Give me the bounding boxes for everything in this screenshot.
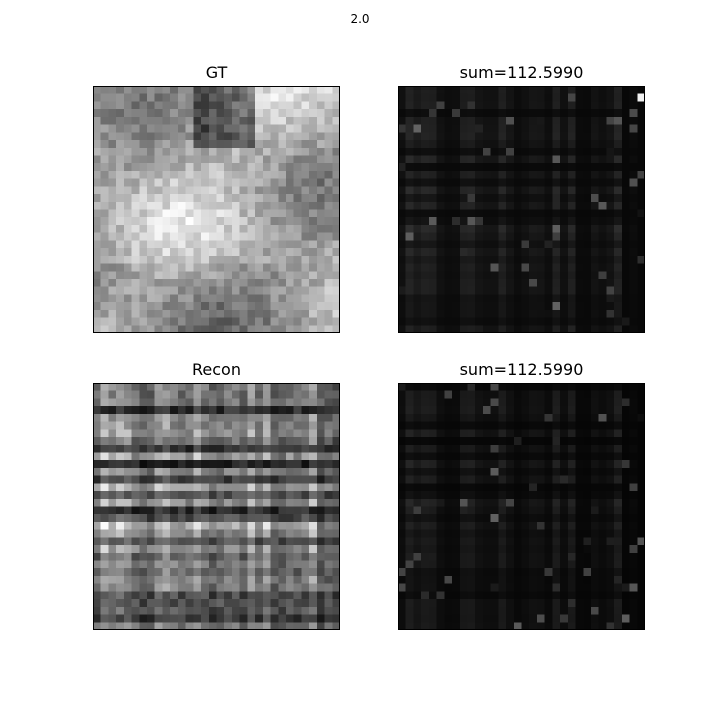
recon-panel: Recon	[93, 361, 340, 630]
figure-suptitle: 2.0	[350, 12, 370, 26]
recon-image	[93, 383, 340, 630]
sum-bottom-image	[398, 383, 645, 630]
sum-top-image	[398, 86, 645, 333]
gt-image	[93, 86, 340, 333]
sum-bottom-panel: sum=112.5990	[398, 361, 645, 630]
gt-title: GT	[205, 63, 228, 82]
recon-title: Recon	[192, 360, 241, 379]
sum-top-title: sum=112.5990	[459, 63, 584, 82]
gt-panel: GT	[93, 64, 340, 333]
sum-bottom-title: sum=112.5990	[459, 360, 584, 379]
sum-top-panel: sum=112.5990	[398, 64, 645, 333]
